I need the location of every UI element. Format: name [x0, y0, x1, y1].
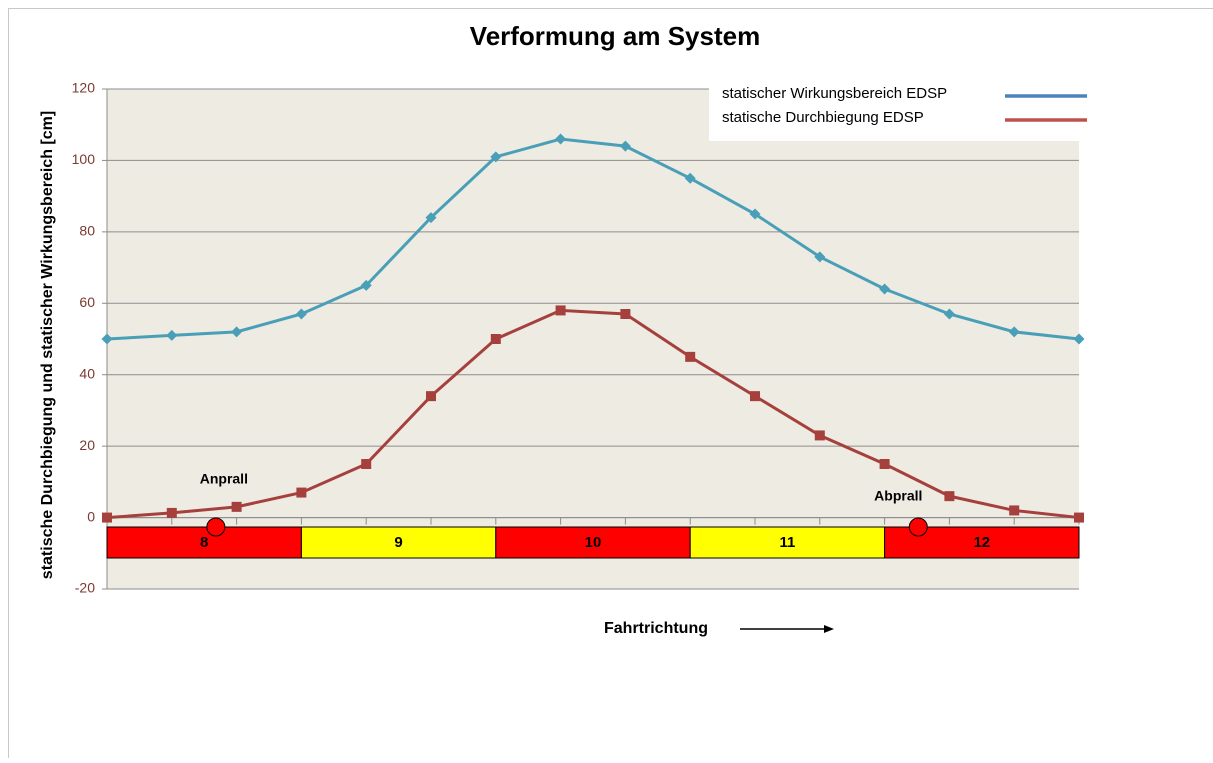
segment-label: 10 — [585, 534, 602, 551]
point — [426, 391, 436, 401]
y-tick-label: 60 — [79, 294, 95, 310]
legend-label: statische Durchbiegung EDSP — [722, 109, 924, 126]
point — [750, 391, 760, 401]
point — [102, 513, 112, 523]
segment-label: 11 — [779, 534, 795, 551]
y-tick-label: 40 — [79, 365, 95, 381]
legend-label: statischer Wirkungsbereich EDSP — [722, 85, 947, 102]
x-axis-label: Fahrtrichtung — [604, 620, 708, 637]
segment-label: 12 — [973, 534, 990, 551]
point — [361, 459, 371, 469]
point — [232, 502, 242, 512]
y-axis-label: statische Durchbiegung und statischer Wi… — [39, 111, 56, 579]
point — [491, 334, 501, 344]
y-tick-label: 120 — [72, 80, 96, 96]
annotation: Anprall — [200, 471, 248, 487]
point — [1074, 513, 1084, 523]
point — [620, 309, 630, 319]
point — [685, 352, 695, 362]
plot-area — [107, 89, 1079, 589]
event-marker — [909, 518, 927, 536]
point — [880, 459, 890, 469]
y-tick-label: -20 — [75, 580, 95, 596]
annotation: Abprall — [874, 488, 922, 504]
y-tick-label: 0 — [87, 508, 95, 524]
point — [167, 508, 177, 518]
point — [556, 305, 566, 315]
y-tick-label: 20 — [79, 437, 95, 453]
point — [944, 491, 954, 501]
point — [1009, 505, 1019, 515]
point — [815, 430, 825, 440]
segment-label: 8 — [200, 534, 208, 551]
point — [296, 488, 306, 498]
segment-label: 9 — [394, 534, 402, 551]
event-marker — [207, 518, 225, 536]
y-tick-label: 100 — [72, 151, 96, 167]
y-tick-label: 80 — [79, 223, 95, 239]
chart-title: Verformung am System — [470, 21, 760, 51]
